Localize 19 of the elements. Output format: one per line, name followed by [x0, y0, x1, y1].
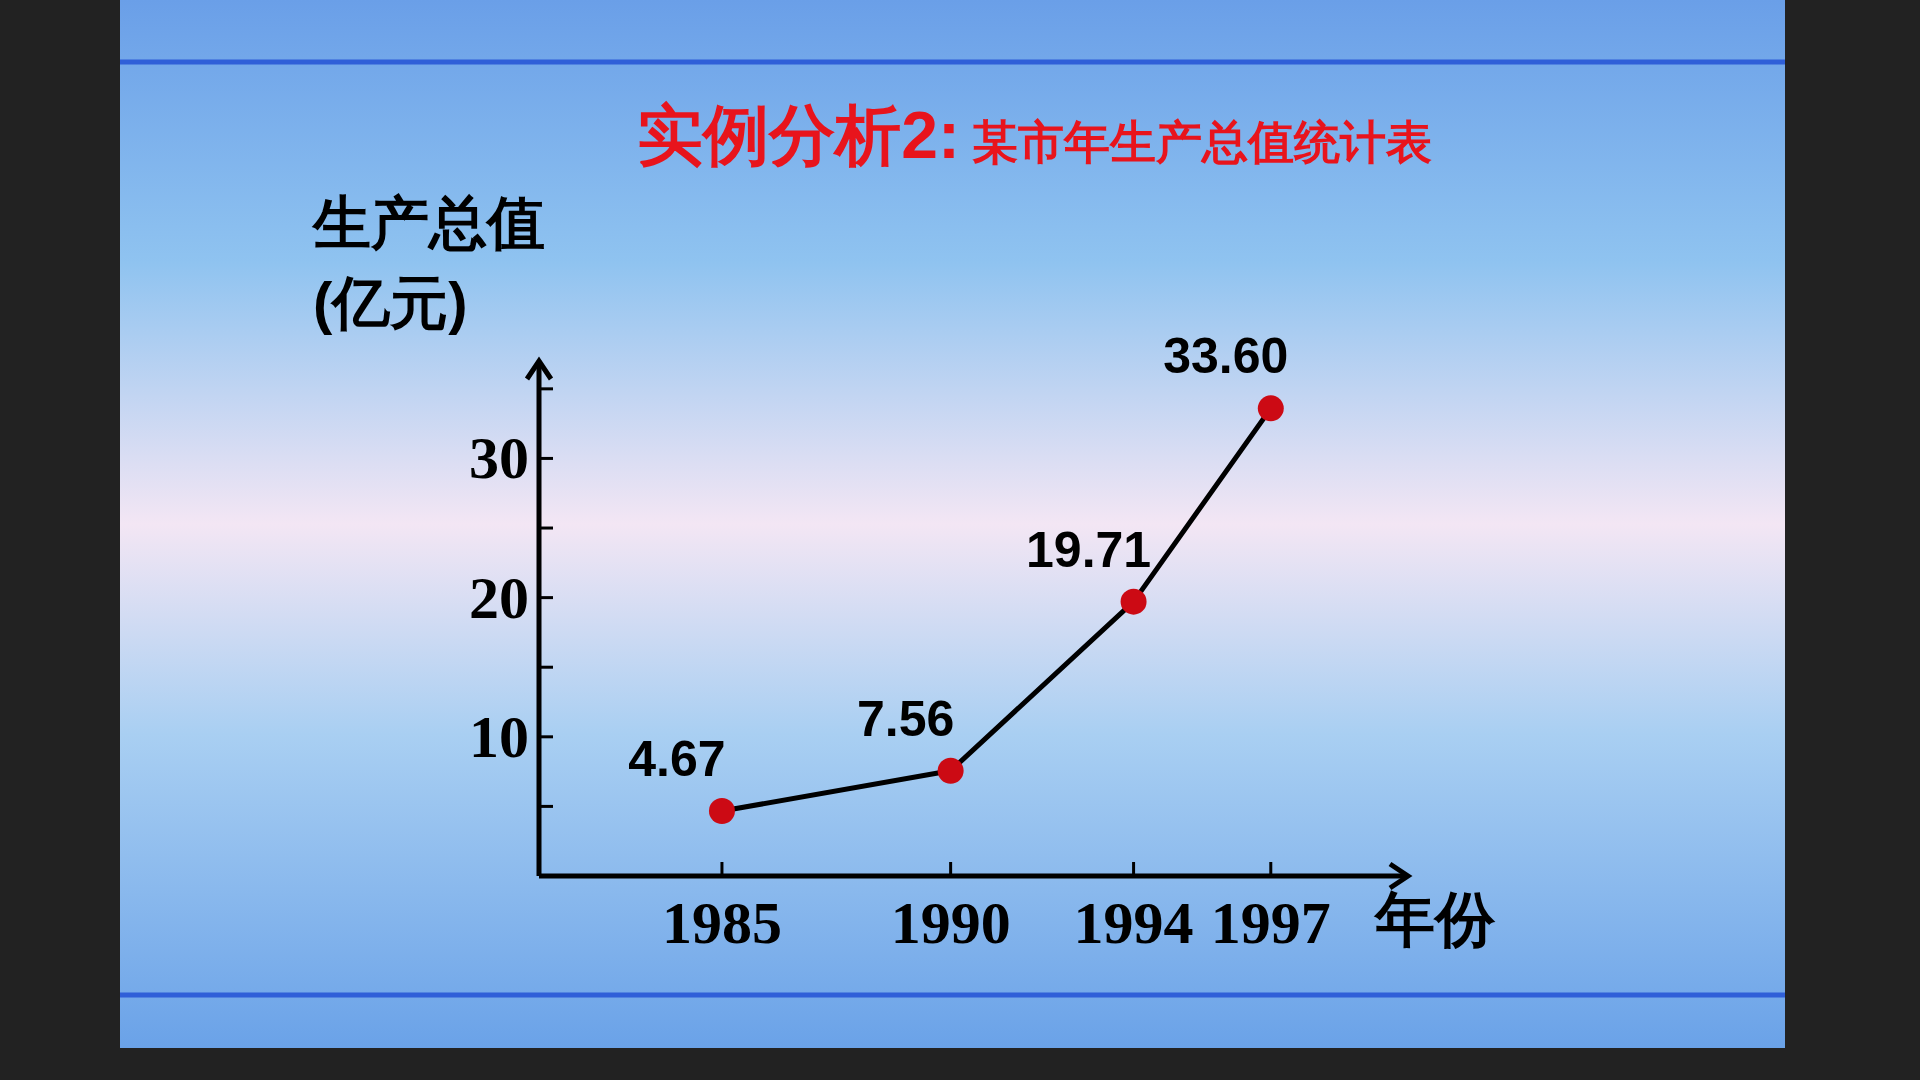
x-tick-label: 1994	[1073, 890, 1194, 956]
y-tick-label: 20	[469, 564, 529, 631]
data-label: 33.60	[1163, 328, 1289, 385]
x-tick-label: 1990	[890, 890, 1011, 956]
chart-subtitle: 某市年生产总值统计表	[972, 116, 1432, 168]
y-tick-label: 10	[469, 703, 529, 770]
point	[937, 757, 964, 784]
point	[1120, 588, 1147, 615]
y-axis-title: 生产总值 (亿元)	[311, 190, 545, 335]
data-label: 19.71	[1026, 521, 1152, 578]
x-tick-label: 1985	[661, 890, 782, 956]
point	[1257, 395, 1284, 422]
x-tick-label: 1997	[1210, 890, 1331, 956]
data-label: 4.67	[628, 731, 726, 787]
data-label: 7.56	[856, 690, 955, 747]
point	[708, 798, 735, 824]
chart-title: 实例分析2:	[637, 98, 960, 172]
x-axis-title: 年份	[1373, 886, 1496, 953]
y-tick-label: 30	[469, 425, 529, 492]
